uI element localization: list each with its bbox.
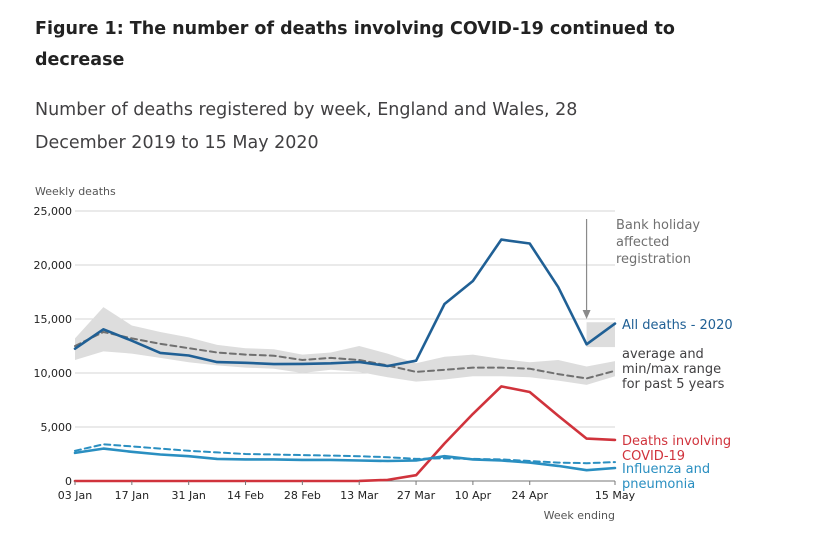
y-axis-ticks: 0 5,000 10,000 15,000 20,000 25,000 [34, 205, 73, 488]
x-tick-label: 03 Jan [58, 489, 92, 502]
chart-title: Figure 1: The number of deaths involving… [35, 19, 675, 70]
series-label: Influenza and [622, 462, 710, 477]
series-label: min/max range [622, 362, 721, 377]
x-tick-label: 24 Apr [511, 489, 548, 502]
series-label: COVID-19 [622, 449, 685, 464]
y-tick-label: 25,000 [34, 205, 73, 218]
x-tick-label: 15 May [595, 489, 636, 502]
series-line [74, 331, 616, 380]
bank-holiday-annotation: Bank holiday affected registration [582, 218, 700, 319]
annotation-arrow-head [582, 310, 591, 319]
y-tick-label: 5,000 [41, 421, 73, 434]
x-tick-label: 13 Mar [340, 489, 379, 502]
grid-lines [75, 210, 615, 482]
series-line [73, 447, 617, 472]
series-label: pneumonia [622, 477, 695, 492]
x-tick-label: 27 Mar [397, 489, 436, 502]
annotation-text: Bank holiday [616, 218, 700, 233]
chart-subtitle: Number of deaths registered by week, Eng… [35, 100, 578, 153]
y-tick-label: 15,000 [34, 313, 73, 326]
series-lines [73, 238, 617, 483]
series-label: average and [622, 347, 704, 362]
series-label: Deaths involving [622, 434, 731, 449]
annotation-text: registration [616, 252, 691, 267]
x-tick-label: 28 Feb [284, 489, 321, 502]
series-line [73, 385, 617, 483]
series-label: All deaths - 2020 [622, 318, 733, 333]
x-axis-label: Week ending [544, 509, 615, 522]
min-max-range-band [75, 307, 615, 385]
y-axis-label: Weekly deaths [35, 185, 116, 198]
x-tick-label: 31 Jan [171, 489, 205, 502]
series-line [74, 443, 616, 465]
series-line [73, 238, 617, 368]
y-tick-label: 0 [65, 475, 72, 488]
series-label: for past 5 years [622, 377, 725, 392]
x-tick-label: 10 Apr [455, 489, 492, 502]
y-tick-label: 10,000 [34, 367, 73, 380]
annotation-text: affected [616, 235, 669, 250]
x-tick-label: 14 Feb [227, 489, 264, 502]
x-tick-label: 17 Jan [115, 489, 149, 502]
y-tick-label: 20,000 [34, 259, 73, 272]
x-axis-ticks: 03 Jan 17 Jan 31 Jan 14 Feb 28 Feb 13 Mar 27 M… [58, 481, 636, 502]
